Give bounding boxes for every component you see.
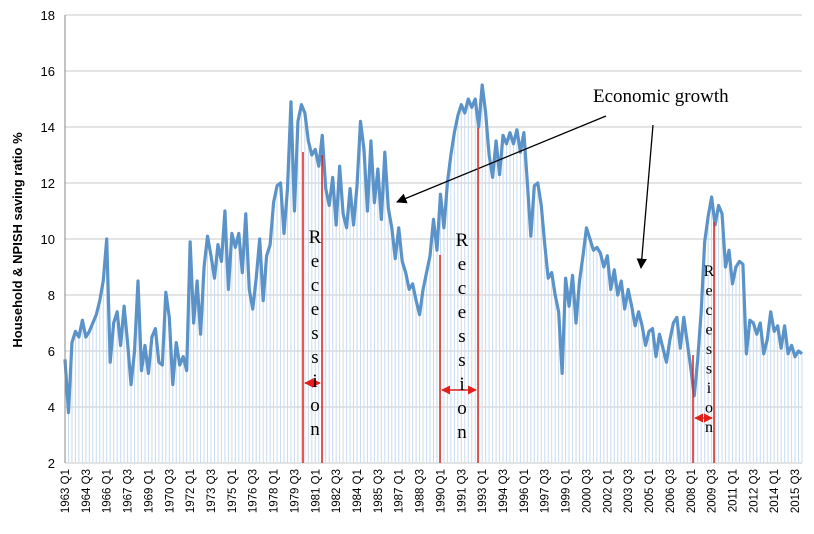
x-tick-label: 1996 Q1 xyxy=(519,469,531,513)
x-tick-label: 1975 Q1 xyxy=(227,469,239,513)
y-tick-label: 6 xyxy=(48,344,55,359)
plot xyxy=(63,83,804,415)
y-tick-label: 18 xyxy=(41,8,55,23)
y-tick-label: 14 xyxy=(41,120,55,135)
x-tick-label: 2005 Q1 xyxy=(644,469,656,513)
x-tick-label: 1988 Q3 xyxy=(415,469,427,513)
x-tick-label: 1972 Q1 xyxy=(185,469,197,513)
x-tick-label: 1976 Q3 xyxy=(248,469,260,513)
arrow xyxy=(636,124,654,270)
x-tick-label: 1993 Q1 xyxy=(477,469,489,513)
x-tick-label: 1964 Q3 xyxy=(81,469,93,513)
x-tick-label: 2015 Q3 xyxy=(790,469,802,513)
x-tick-label: 1987 Q1 xyxy=(394,469,406,513)
x-tick-label: 2002 Q1 xyxy=(602,469,614,513)
y-tick-label: 4 xyxy=(48,400,55,415)
x-tick-label: 2011 Q1 xyxy=(727,469,739,512)
x-tick-label: 1997 Q3 xyxy=(540,469,552,513)
arrow xyxy=(396,115,607,204)
x-tick-label: 1970 Q3 xyxy=(164,469,176,513)
x-tick-label: 2003 Q3 xyxy=(623,469,635,513)
y-tick-label: 12 xyxy=(41,176,55,191)
y-tick-label: 2 xyxy=(48,456,55,471)
x-tick-label: 1984 Q1 xyxy=(352,469,364,513)
y-tick-label: 8 xyxy=(48,288,55,303)
y-axis-label: Household & NPISH saving ratio % xyxy=(10,132,25,348)
x-tick-label: 1973 Q3 xyxy=(206,469,218,513)
x-tick-label: 2000 Q3 xyxy=(581,469,593,513)
x-tick-label: 2009 Q3 xyxy=(707,469,719,513)
x-tick-label: 1966 Q1 xyxy=(102,469,114,513)
x-tick-label: 1985 Q3 xyxy=(373,469,385,513)
x-tick-label: 2008 Q1 xyxy=(686,469,698,513)
x-tick-label: 1981 Q1 xyxy=(310,469,322,513)
y-tick-label: 16 xyxy=(41,64,55,79)
x-tick-label: 2014 Q1 xyxy=(769,469,781,513)
data-line xyxy=(63,83,804,415)
x-tick-label: 1967 Q3 xyxy=(123,469,135,513)
drop-lines xyxy=(64,85,803,463)
x-tick-label: 1969 Q1 xyxy=(143,469,155,513)
annotation: Economic growth xyxy=(593,86,729,107)
x-tick-label: 2006 Q3 xyxy=(665,469,677,513)
x-tick-label: 2012 Q3 xyxy=(748,469,760,513)
x-tick-label: 1979 Q3 xyxy=(289,469,301,513)
x-tick-label: 1978 Q1 xyxy=(269,469,281,513)
x-tick-label: 1963 Q1 xyxy=(60,469,72,513)
x-tick-label: 1982 Q3 xyxy=(331,469,343,513)
x-tick-label: 1990 Q1 xyxy=(435,469,447,513)
y-tick-label: 10 xyxy=(41,232,55,247)
x-tick-label: 1991 Q3 xyxy=(456,469,468,513)
x-tick-label: 1999 Q1 xyxy=(561,469,573,513)
x-tick-label: 1994 Q3 xyxy=(498,469,510,513)
